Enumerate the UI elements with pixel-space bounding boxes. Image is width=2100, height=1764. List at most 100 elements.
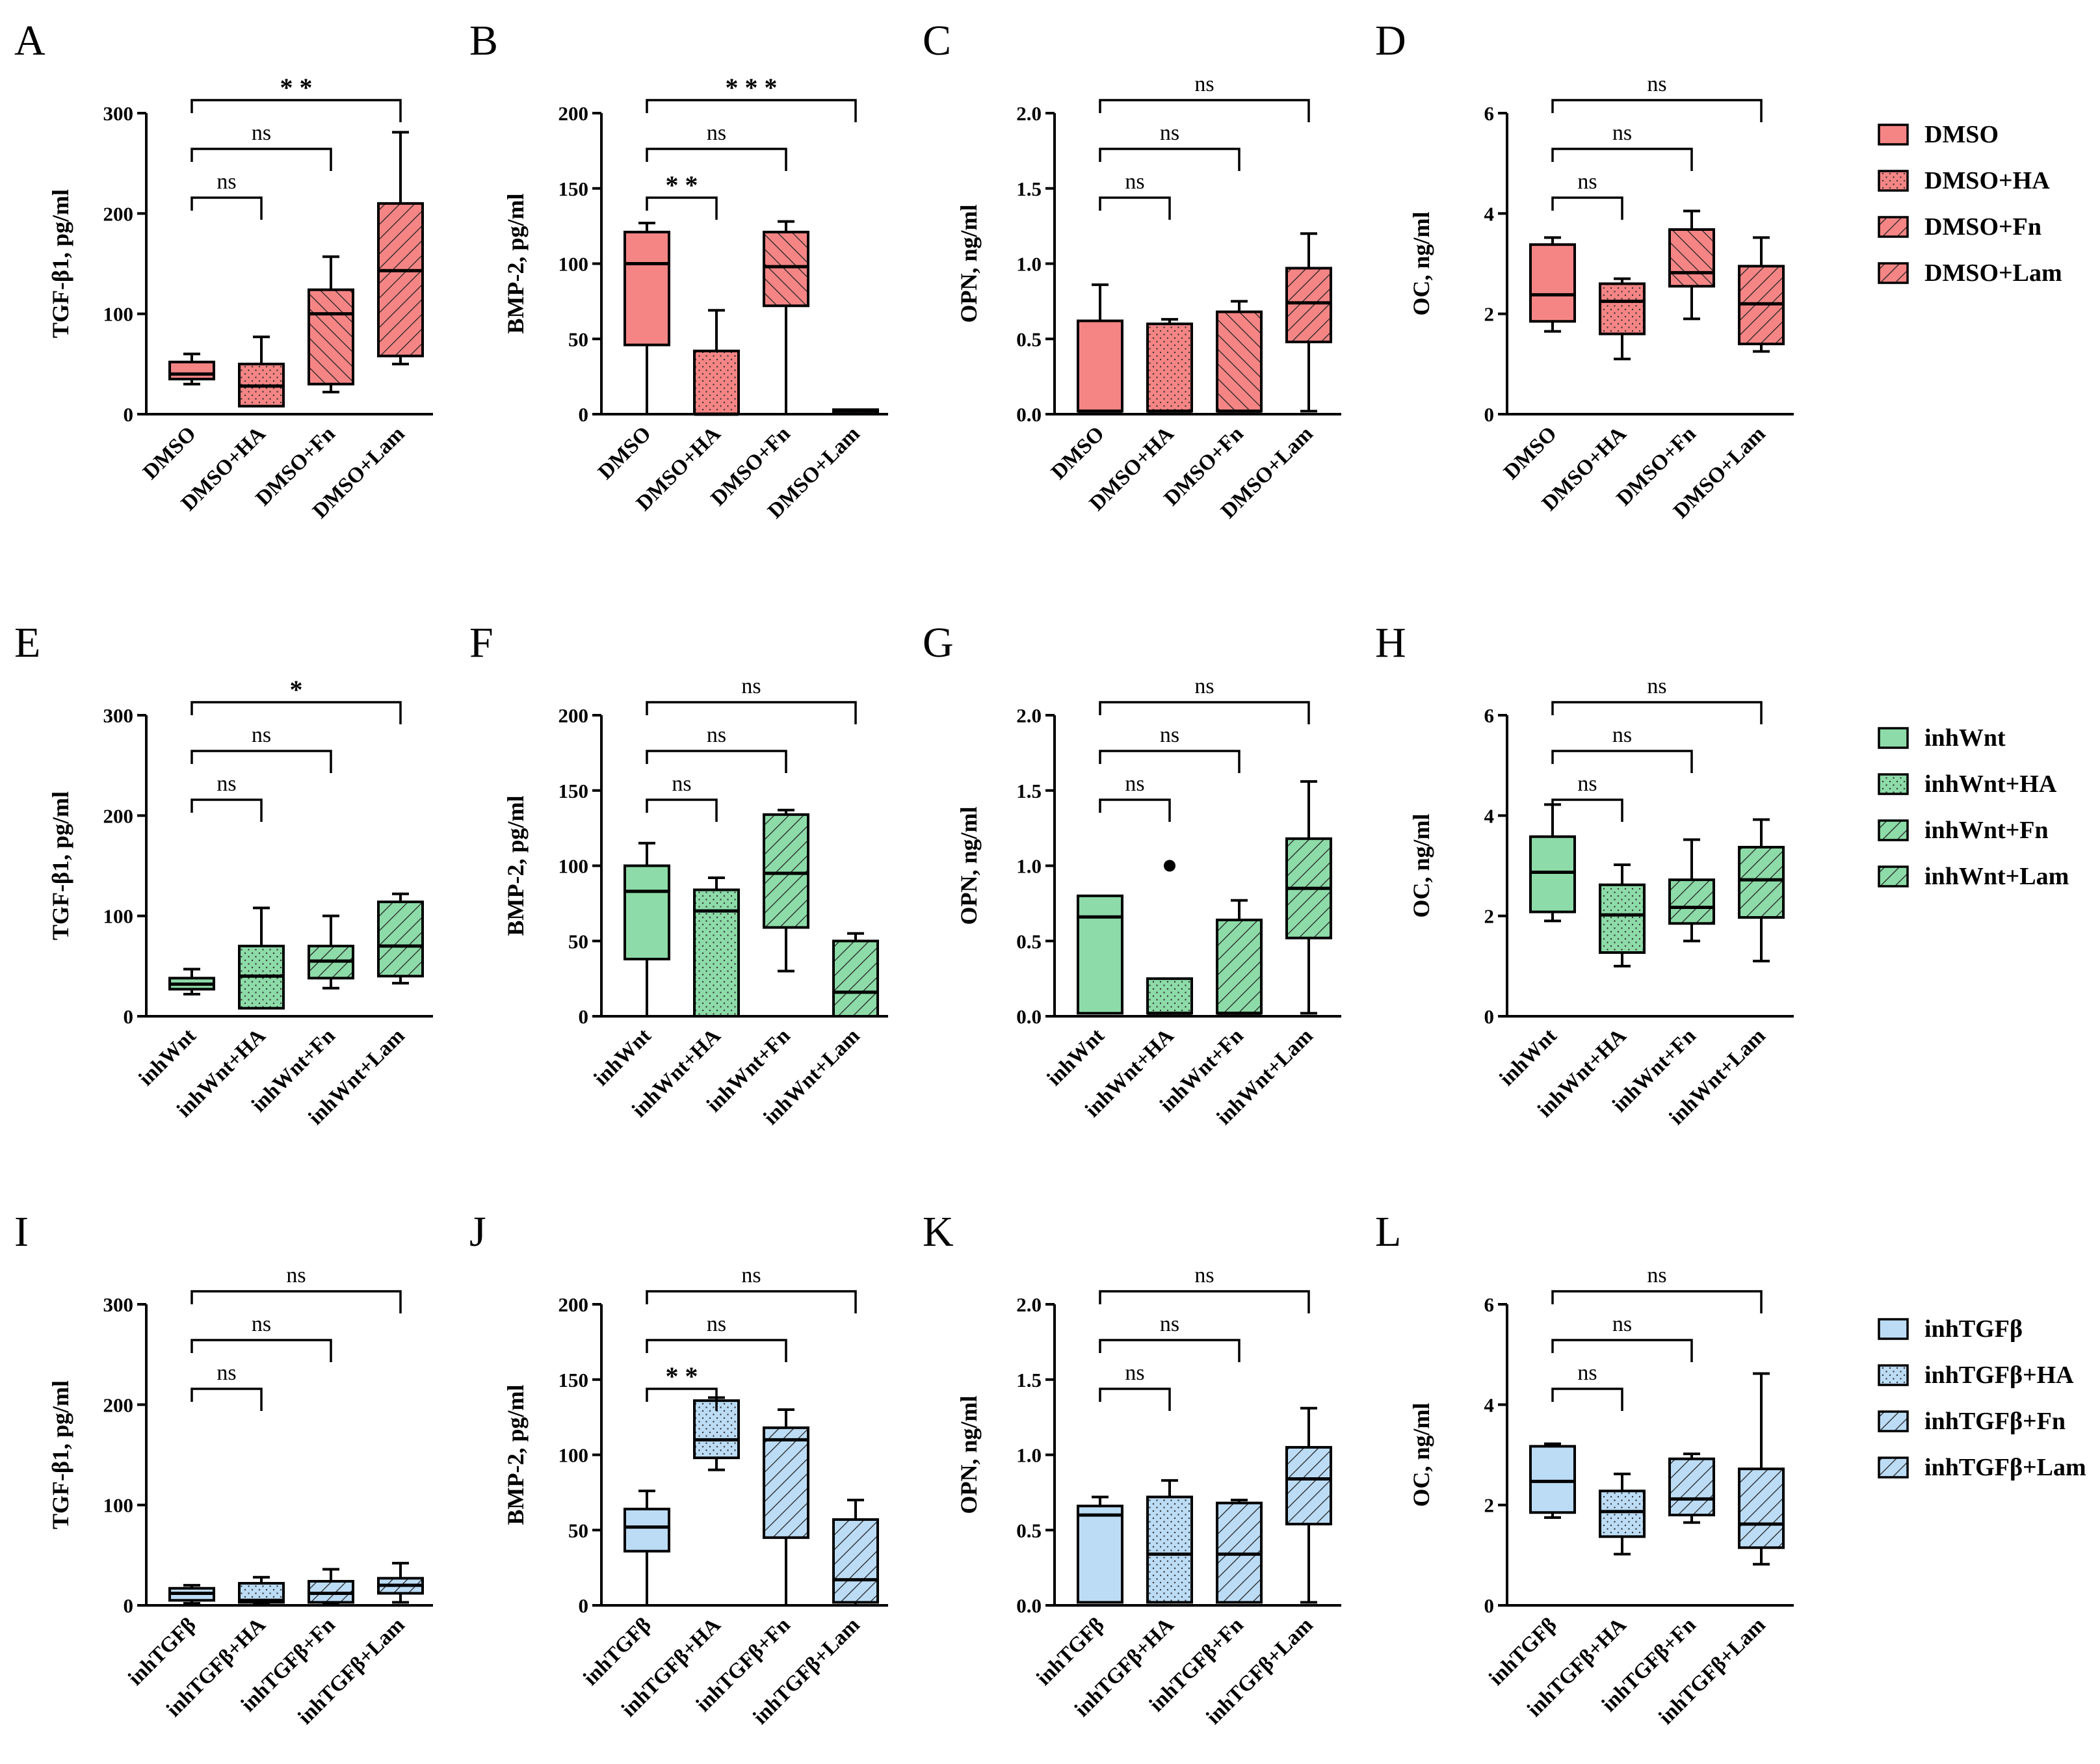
y-axis-label: OPN, ng/ml bbox=[956, 204, 982, 323]
y-tick-label: 100 bbox=[103, 303, 134, 326]
x-tick-label: inhWnt bbox=[1495, 1024, 1562, 1090]
bracket-line bbox=[1551, 701, 1763, 724]
legend-label: inhWnt+Fn bbox=[1924, 817, 2049, 844]
y-tick-label: 6 bbox=[1484, 102, 1495, 125]
box-1 bbox=[1529, 803, 1576, 923]
bracket-line bbox=[190, 750, 332, 773]
outlier-point bbox=[1164, 860, 1175, 872]
significance-label: ns bbox=[217, 1361, 236, 1385]
x-tick-label: DMSO bbox=[138, 422, 200, 484]
bracket-line bbox=[190, 1339, 332, 1362]
legend-label: inhWnt+Lam bbox=[1924, 863, 2069, 890]
significance-bracket: ns bbox=[1099, 121, 1240, 171]
panel-letter: C bbox=[923, 17, 951, 64]
significance-bracket: ns bbox=[1551, 1263, 1763, 1313]
significance-bracket: ns bbox=[190, 1361, 263, 1411]
significance-bracket: ns bbox=[646, 121, 787, 171]
y-tick-label: 150 bbox=[558, 178, 589, 200]
significance-bracket: ns bbox=[1551, 1312, 1693, 1362]
bracket-line bbox=[646, 1339, 787, 1362]
box-2 bbox=[1599, 277, 1646, 361]
box-4 bbox=[377, 131, 424, 365]
significance-bracket: ns bbox=[646, 1312, 787, 1362]
box-body bbox=[1599, 1490, 1646, 1538]
bracket-line bbox=[1551, 148, 1693, 171]
box-3 bbox=[1216, 1498, 1263, 1604]
significance-label: ns bbox=[1194, 674, 1214, 698]
y-tick-label: 1.0 bbox=[1016, 855, 1042, 878]
bracket-line bbox=[1099, 798, 1171, 822]
significance-label: * * bbox=[666, 1362, 698, 1391]
legend-entry: DMSO+HA bbox=[1878, 167, 2050, 194]
significance-label: ns bbox=[1194, 72, 1214, 96]
significance-label: ns bbox=[1612, 121, 1632, 145]
box-2 bbox=[693, 309, 740, 416]
legend-label: DMSO bbox=[1924, 121, 1999, 148]
bracket-line bbox=[190, 1290, 402, 1313]
bracket-line bbox=[1099, 99, 1310, 122]
bracket-line bbox=[646, 798, 718, 822]
bracket-line bbox=[646, 750, 787, 773]
y-tick-label: 2 bbox=[1484, 1494, 1495, 1517]
box-3 bbox=[763, 808, 809, 973]
box-4 bbox=[832, 932, 879, 1018]
panel-letter: A bbox=[14, 17, 46, 64]
significance-bracket: * * bbox=[190, 73, 402, 122]
y-tick-label: 50 bbox=[568, 930, 588, 953]
box-3 bbox=[1216, 899, 1263, 1015]
panel-letter: J bbox=[469, 1208, 486, 1256]
box-body bbox=[1146, 1495, 1193, 1604]
significance-label: ns bbox=[1577, 772, 1597, 796]
legend-row-3: inhTGFβ inhTGFβ+HA inhTGFβ+Fn inhTGFβ+Lam bbox=[1878, 1315, 2086, 1481]
legend-swatch bbox=[1878, 773, 1909, 795]
box-1 bbox=[1077, 894, 1123, 1015]
significance-bracket: ns bbox=[190, 170, 263, 220]
y-tick-label: 0.0 bbox=[1016, 1005, 1042, 1028]
y-axis-label: OPN, ng/ml bbox=[956, 1395, 982, 1514]
y-tick-label: 2.0 bbox=[1016, 102, 1042, 125]
legend-label: DMSO+HA bbox=[1924, 167, 2050, 194]
panel-letter: F bbox=[469, 619, 493, 666]
legend-label: inhTGFβ+HA bbox=[1924, 1362, 2074, 1389]
y-axis-label: BMP-2, pg/ml bbox=[503, 796, 529, 936]
significance-label: ns bbox=[1577, 170, 1597, 194]
y-tick-label: 0.5 bbox=[1016, 328, 1042, 350]
significance-bracket: ns bbox=[1099, 723, 1240, 773]
box-body bbox=[308, 288, 354, 386]
legend-entry: inhTGFβ+Lam bbox=[1878, 1454, 2086, 1481]
significance-label: * * bbox=[280, 73, 313, 102]
panel-letter: G bbox=[923, 619, 954, 666]
y-tick-label: 2.0 bbox=[1016, 704, 1042, 727]
box-body bbox=[623, 230, 670, 347]
box-body bbox=[1285, 1445, 1332, 1525]
box-3 bbox=[1216, 300, 1263, 413]
box-1 bbox=[1077, 1495, 1123, 1604]
significance-label: ns bbox=[252, 1312, 271, 1336]
box-body bbox=[832, 940, 879, 1018]
y-tick-label: 2 bbox=[1484, 905, 1495, 928]
box-3 bbox=[308, 1568, 354, 1605]
legend-label: DMSO+Fn bbox=[1924, 213, 2041, 241]
significance-bracket: ns bbox=[1551, 121, 1693, 171]
bracket-line bbox=[190, 701, 402, 724]
bracket-line bbox=[1099, 1290, 1310, 1313]
panel-letter: L bbox=[1375, 1208, 1401, 1256]
bracket-line bbox=[190, 99, 402, 122]
box-body bbox=[1077, 894, 1123, 1015]
significance-bracket: ns bbox=[190, 1312, 332, 1362]
significance-label: ns bbox=[217, 772, 236, 796]
box-body bbox=[1529, 1445, 1576, 1514]
y-axis-label: OPN, ng/ml bbox=[956, 806, 982, 925]
panel-letter: K bbox=[923, 1208, 954, 1256]
y-tick-label: 100 bbox=[558, 1444, 589, 1467]
y-tick-label: 0.0 bbox=[1016, 1594, 1042, 1617]
bracket-line bbox=[1099, 1339, 1240, 1362]
significance-bracket: ns bbox=[646, 723, 787, 773]
y-tick-label: 0.5 bbox=[1016, 930, 1042, 953]
